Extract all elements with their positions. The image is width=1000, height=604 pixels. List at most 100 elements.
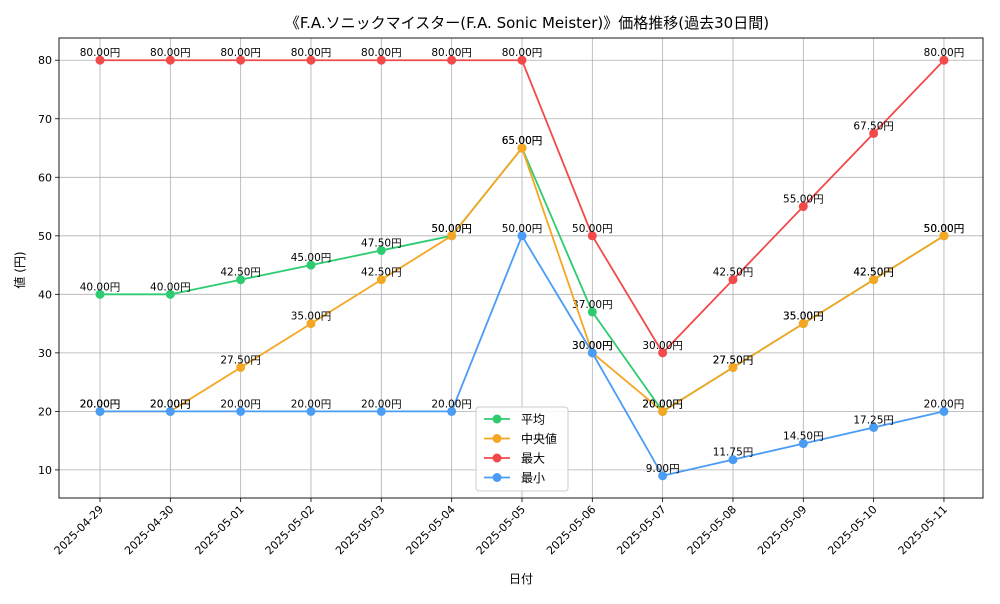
data-label: 20.00円 <box>291 398 332 410</box>
chart-title: 《F.A.ソニックマイスター(F.A. Sonic Meister)》価格推移(… <box>285 14 769 32</box>
x-tick-label: 2025-05-02 <box>263 503 317 557</box>
data-point <box>376 55 386 65</box>
data-label: 9.00円 <box>646 463 680 475</box>
y-tick-label: 20 <box>38 405 52 418</box>
y-tick-label: 10 <box>38 464 52 477</box>
x-tick-label: 2025-05-03 <box>333 503 387 557</box>
data-point <box>728 275 738 285</box>
data-point <box>236 55 246 65</box>
series-最小: 20.00円 20.00円 20.00円 20.00円 20.00円 20.00円 50.0… <box>80 223 965 481</box>
data-label: 14.50円 <box>783 431 824 443</box>
legend-swatch-marker <box>492 434 502 443</box>
data-label: 80.00円 <box>431 47 472 59</box>
data-label: 17.25円 <box>853 414 894 426</box>
x-axis-label: 日付 <box>509 572 533 586</box>
data-label: 20.00円 <box>150 398 191 410</box>
data-point <box>798 439 808 449</box>
data-label: 30.00円 <box>642 340 683 352</box>
data-point <box>728 455 738 465</box>
data-label: 35.00円 <box>783 311 824 323</box>
data-point <box>798 319 808 329</box>
legend-swatch-marker <box>492 473 502 482</box>
data-label: 20.00円 <box>220 398 261 410</box>
data-label: 65.00円 <box>502 135 543 147</box>
x-tick-label: 2025-05-10 <box>825 503 879 557</box>
x-tick-label: 2025-04-29 <box>52 503 106 557</box>
data-label: 80.00円 <box>150 47 191 59</box>
x-tick-label: 2025-04-30 <box>122 503 176 557</box>
y-tick-label: 50 <box>38 230 52 243</box>
x-tick-label: 2025-05-01 <box>192 503 246 557</box>
data-label: 20.00円 <box>150 398 191 410</box>
data-label: 30.00円 <box>572 340 613 352</box>
y-tick-label: 30 <box>38 347 52 360</box>
data-point <box>95 55 105 65</box>
data-point <box>376 275 386 285</box>
y-tick-label: 40 <box>38 288 52 301</box>
data-label: 20.00円 <box>80 398 121 410</box>
data-label: 47.50円 <box>361 237 402 249</box>
data-label: 20.00円 <box>924 398 965 410</box>
data-point <box>517 231 527 241</box>
y-tick-label: 70 <box>38 113 52 126</box>
data-point <box>95 406 105 416</box>
data-point <box>869 422 879 432</box>
legend-label: 最大 <box>521 452 545 466</box>
data-label: 40.00円 <box>150 281 191 293</box>
data-label: 65.00円 <box>502 135 543 147</box>
data-point <box>658 471 668 481</box>
series-layer: 40.00円 40.00円 42.50円 45.00円 47.50円 50.00円 65.0… <box>80 47 965 481</box>
y-tick-label: 80 <box>38 54 52 67</box>
data-label: 80.00円 <box>502 47 543 59</box>
data-label: 20.00円 <box>80 398 121 410</box>
data-label: 42.50円 <box>853 267 894 279</box>
data-point <box>517 143 527 153</box>
legend-label: 平均 <box>521 413 545 427</box>
data-label: 80.00円 <box>924 47 965 59</box>
data-point <box>658 406 668 416</box>
legend-swatch-marker <box>492 453 502 463</box>
data-point <box>165 55 175 65</box>
data-point <box>798 202 808 212</box>
data-point <box>728 362 738 372</box>
x-tick-label: 2025-05-06 <box>544 503 598 557</box>
data-point <box>236 362 246 372</box>
data-point <box>306 260 316 270</box>
data-label: 42.50円 <box>361 267 402 279</box>
data-point <box>587 231 597 241</box>
data-label: 20.00円 <box>361 398 402 410</box>
data-point <box>165 406 175 416</box>
data-label: 42.50円 <box>853 267 894 279</box>
data-point <box>95 289 105 299</box>
data-point <box>939 406 949 416</box>
data-label: 55.00円 <box>783 194 824 206</box>
data-point <box>517 55 527 65</box>
data-label: 80.00円 <box>80 47 121 59</box>
legend-swatch-marker <box>492 414 502 424</box>
data-label: 20.00円 <box>431 398 472 410</box>
x-tick-label: 2025-05-09 <box>755 503 809 557</box>
data-point <box>447 406 457 416</box>
data-point <box>939 231 949 241</box>
data-label: 50.00円 <box>924 223 965 235</box>
data-label: 42.50円 <box>713 267 754 279</box>
data-label: 50.00円 <box>431 223 472 235</box>
data-label: 20.00円 <box>642 398 683 410</box>
data-point <box>447 231 457 241</box>
data-label: 27.50円 <box>713 354 754 366</box>
data-point <box>869 275 879 285</box>
data-point <box>447 55 457 65</box>
data-label: 40.00円 <box>80 281 121 293</box>
data-point <box>306 319 316 329</box>
data-label: 27.50円 <box>713 354 754 366</box>
data-point <box>306 55 316 65</box>
data-point <box>236 406 246 416</box>
data-point <box>376 406 386 416</box>
data-point <box>376 245 386 255</box>
series-最大: 80.00円 80.00円 80.00円 80.00円 80.00円 80.00円 80.0… <box>80 47 965 358</box>
plot-frame <box>58 37 984 499</box>
data-label: 80.00円 <box>361 47 402 59</box>
